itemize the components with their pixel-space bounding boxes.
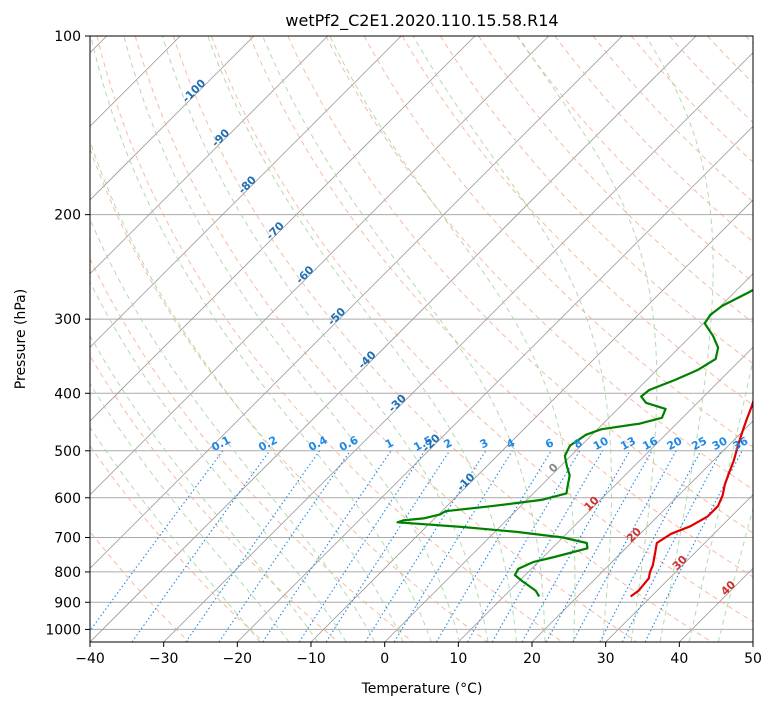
y-tick-label: 500 bbox=[54, 444, 81, 460]
isotherm-line bbox=[90, 36, 549, 496]
x-tick-label: 40 bbox=[670, 651, 688, 667]
isotherm-line bbox=[90, 36, 623, 569]
x-tick-label: 50 bbox=[744, 651, 762, 667]
mixing-ratio-line bbox=[545, 450, 653, 642]
mixing-ratio-line bbox=[262, 450, 392, 642]
temperature-profile-line bbox=[629, 398, 753, 598]
y-tick-label: 900 bbox=[54, 595, 81, 611]
moist-adiabat-line bbox=[90, 334, 319, 642]
dry-adiabat-line bbox=[401, 36, 753, 406]
mixing-ratio-line bbox=[218, 450, 351, 642]
mixing-ratio-line bbox=[435, 450, 552, 642]
y-tick-label: 800 bbox=[54, 565, 81, 581]
isobar-grid bbox=[90, 36, 753, 630]
isotherm-line bbox=[163, 52, 753, 642]
mixing-ratio-label: 13 bbox=[618, 434, 638, 453]
mixing-ratio-line bbox=[185, 450, 321, 642]
mixing-ratio-line bbox=[599, 450, 702, 642]
moist-adiabat-line bbox=[329, 36, 576, 642]
isotherm-line bbox=[531, 420, 753, 642]
dry-adiabat-line bbox=[249, 36, 753, 578]
x-axis-label: Temperature (°C) bbox=[361, 681, 483, 697]
isotherm-line bbox=[237, 125, 753, 642]
isotherm-line bbox=[90, 36, 255, 201]
mixing-ratio-line bbox=[364, 450, 487, 642]
isotherm-line bbox=[90, 36, 476, 422]
y-axis-label: Pressure (hPa) bbox=[13, 289, 29, 389]
y-tick-label: 1000 bbox=[45, 622, 81, 638]
y-axis-ticks: 100 200 300 400 500 600 700 800 900 1000 bbox=[45, 29, 90, 638]
plot-frame bbox=[89, 35, 754, 643]
dry-adiabats bbox=[90, 36, 753, 642]
mixing-ratio-line bbox=[131, 450, 271, 642]
dry-adiabat-line bbox=[90, 530, 190, 642]
mixing-ratio-line bbox=[90, 450, 224, 632]
isotherm-line bbox=[90, 36, 328, 275]
moist-adiabat-line bbox=[123, 36, 461, 642]
chart-title: wetPf2_C2E1.2020.110.15.58.R14 bbox=[285, 11, 558, 31]
mixing-ratio-label: 10 bbox=[591, 434, 611, 453]
isotherm-line bbox=[384, 273, 753, 642]
y-tick-label: 100 bbox=[54, 29, 81, 45]
moist-adiabat-line bbox=[90, 280, 347, 642]
dry-adiabat-line bbox=[96, 36, 563, 642]
dry-adiabat-line bbox=[439, 36, 753, 365]
isotherm-line bbox=[90, 36, 697, 642]
dry-adiabat-line bbox=[363, 36, 753, 448]
y-tick-label: 300 bbox=[54, 312, 81, 328]
dry-adiabat-line bbox=[90, 444, 264, 642]
y-tick-label: 700 bbox=[54, 531, 81, 547]
mixing-ratio-line bbox=[644, 450, 743, 642]
dry-adiabat-line bbox=[90, 257, 414, 642]
mixing-ratio-lines bbox=[90, 450, 743, 642]
x-tick-label: 30 bbox=[597, 651, 615, 667]
dry-adiabat-line bbox=[516, 36, 753, 283]
dewpoint-profile-line bbox=[396, 288, 753, 598]
isotherm-line bbox=[310, 199, 753, 642]
x-tick-label: 0 bbox=[380, 651, 389, 667]
x-axis-ticks: −40 −30 −20 −10 0 10 20 30 40 50 bbox=[75, 642, 762, 667]
x-tick-label: −30 bbox=[149, 651, 179, 667]
mixing-ratio-label: 20 bbox=[665, 434, 685, 453]
moist-adiabat-line bbox=[412, 36, 612, 642]
y-tick-label: 400 bbox=[54, 386, 81, 402]
y-tick-label: 600 bbox=[54, 491, 81, 507]
dry-adiabat-line bbox=[478, 36, 753, 324]
isotherm-grid bbox=[90, 36, 753, 642]
isotherm-line bbox=[90, 36, 402, 348]
dry-adiabat-line bbox=[592, 36, 753, 203]
x-tick-label: −10 bbox=[296, 651, 326, 667]
x-tick-label: 20 bbox=[523, 651, 541, 667]
x-tick-label: −20 bbox=[223, 651, 253, 667]
moist-adiabat-line bbox=[90, 36, 432, 642]
dry-adiabat-line bbox=[172, 36, 712, 642]
mixing-ratio-label: 16 bbox=[640, 434, 660, 453]
moist-adiabat-line bbox=[262, 36, 546, 642]
mixing-ratio-label: 36 bbox=[731, 434, 751, 453]
moist-adiabat-line bbox=[90, 217, 376, 642]
profile-series bbox=[396, 288, 753, 598]
mixing-ratio-line bbox=[572, 450, 677, 642]
mixing-ratio-label: 25 bbox=[689, 434, 709, 453]
mixing-ratio-line bbox=[298, 450, 426, 642]
moist-adiabats bbox=[90, 36, 753, 642]
isotherm-line bbox=[458, 346, 753, 642]
dry-adiabat-line bbox=[630, 36, 753, 163]
dry-adiabat-line bbox=[211, 36, 753, 623]
isotherm-line bbox=[605, 494, 753, 642]
mixing-ratio-line bbox=[521, 450, 631, 642]
moist-adiabat-line bbox=[517, 36, 658, 642]
x-tick-label: 10 bbox=[449, 651, 467, 667]
moist-adiabat-line bbox=[90, 139, 404, 642]
mixing-ratio-line bbox=[325, 450, 451, 642]
x-tick-label: −40 bbox=[75, 651, 105, 667]
moist-adiabat-line bbox=[207, 36, 517, 642]
mixing-ratio-label: 30 bbox=[710, 434, 730, 453]
y-tick-label: 200 bbox=[54, 208, 81, 224]
moist-adiabat-line bbox=[161, 36, 489, 642]
